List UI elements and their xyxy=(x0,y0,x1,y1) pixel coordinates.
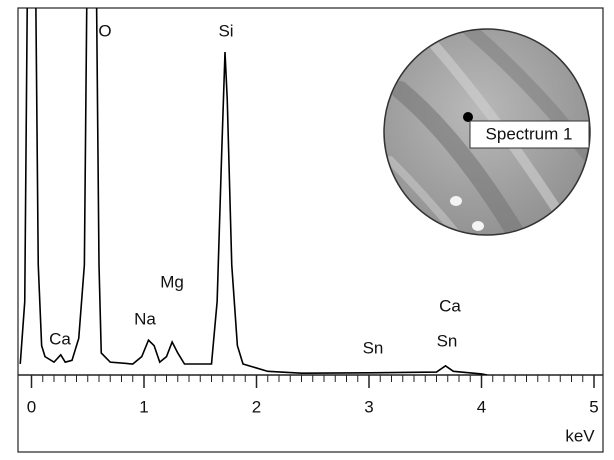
inset-image: Spectrum 1 xyxy=(383,28,591,236)
x-tick-label: 1 xyxy=(139,397,148,416)
x-tick-label: 5 xyxy=(589,397,598,416)
x-tick-label: 2 xyxy=(252,397,261,416)
spectrum-line xyxy=(19,8,488,375)
peak-label: O xyxy=(98,21,111,40)
peak-label: Ca xyxy=(49,329,71,348)
peak-label: Sn xyxy=(363,338,384,357)
peak-label: Ca xyxy=(439,296,461,315)
peak-label: Sn xyxy=(437,331,458,350)
plot-area xyxy=(19,8,488,375)
peak-label: Si xyxy=(218,21,233,40)
x-tick-label: 3 xyxy=(364,397,373,416)
peak-label: Na xyxy=(134,309,156,328)
inset-label: Spectrum 1 xyxy=(486,124,573,143)
x-axis-label: keV xyxy=(565,426,595,445)
peak-label: Mg xyxy=(160,272,184,291)
x-tick-label: 0 xyxy=(27,397,36,416)
x-tick-label: 4 xyxy=(477,397,486,416)
